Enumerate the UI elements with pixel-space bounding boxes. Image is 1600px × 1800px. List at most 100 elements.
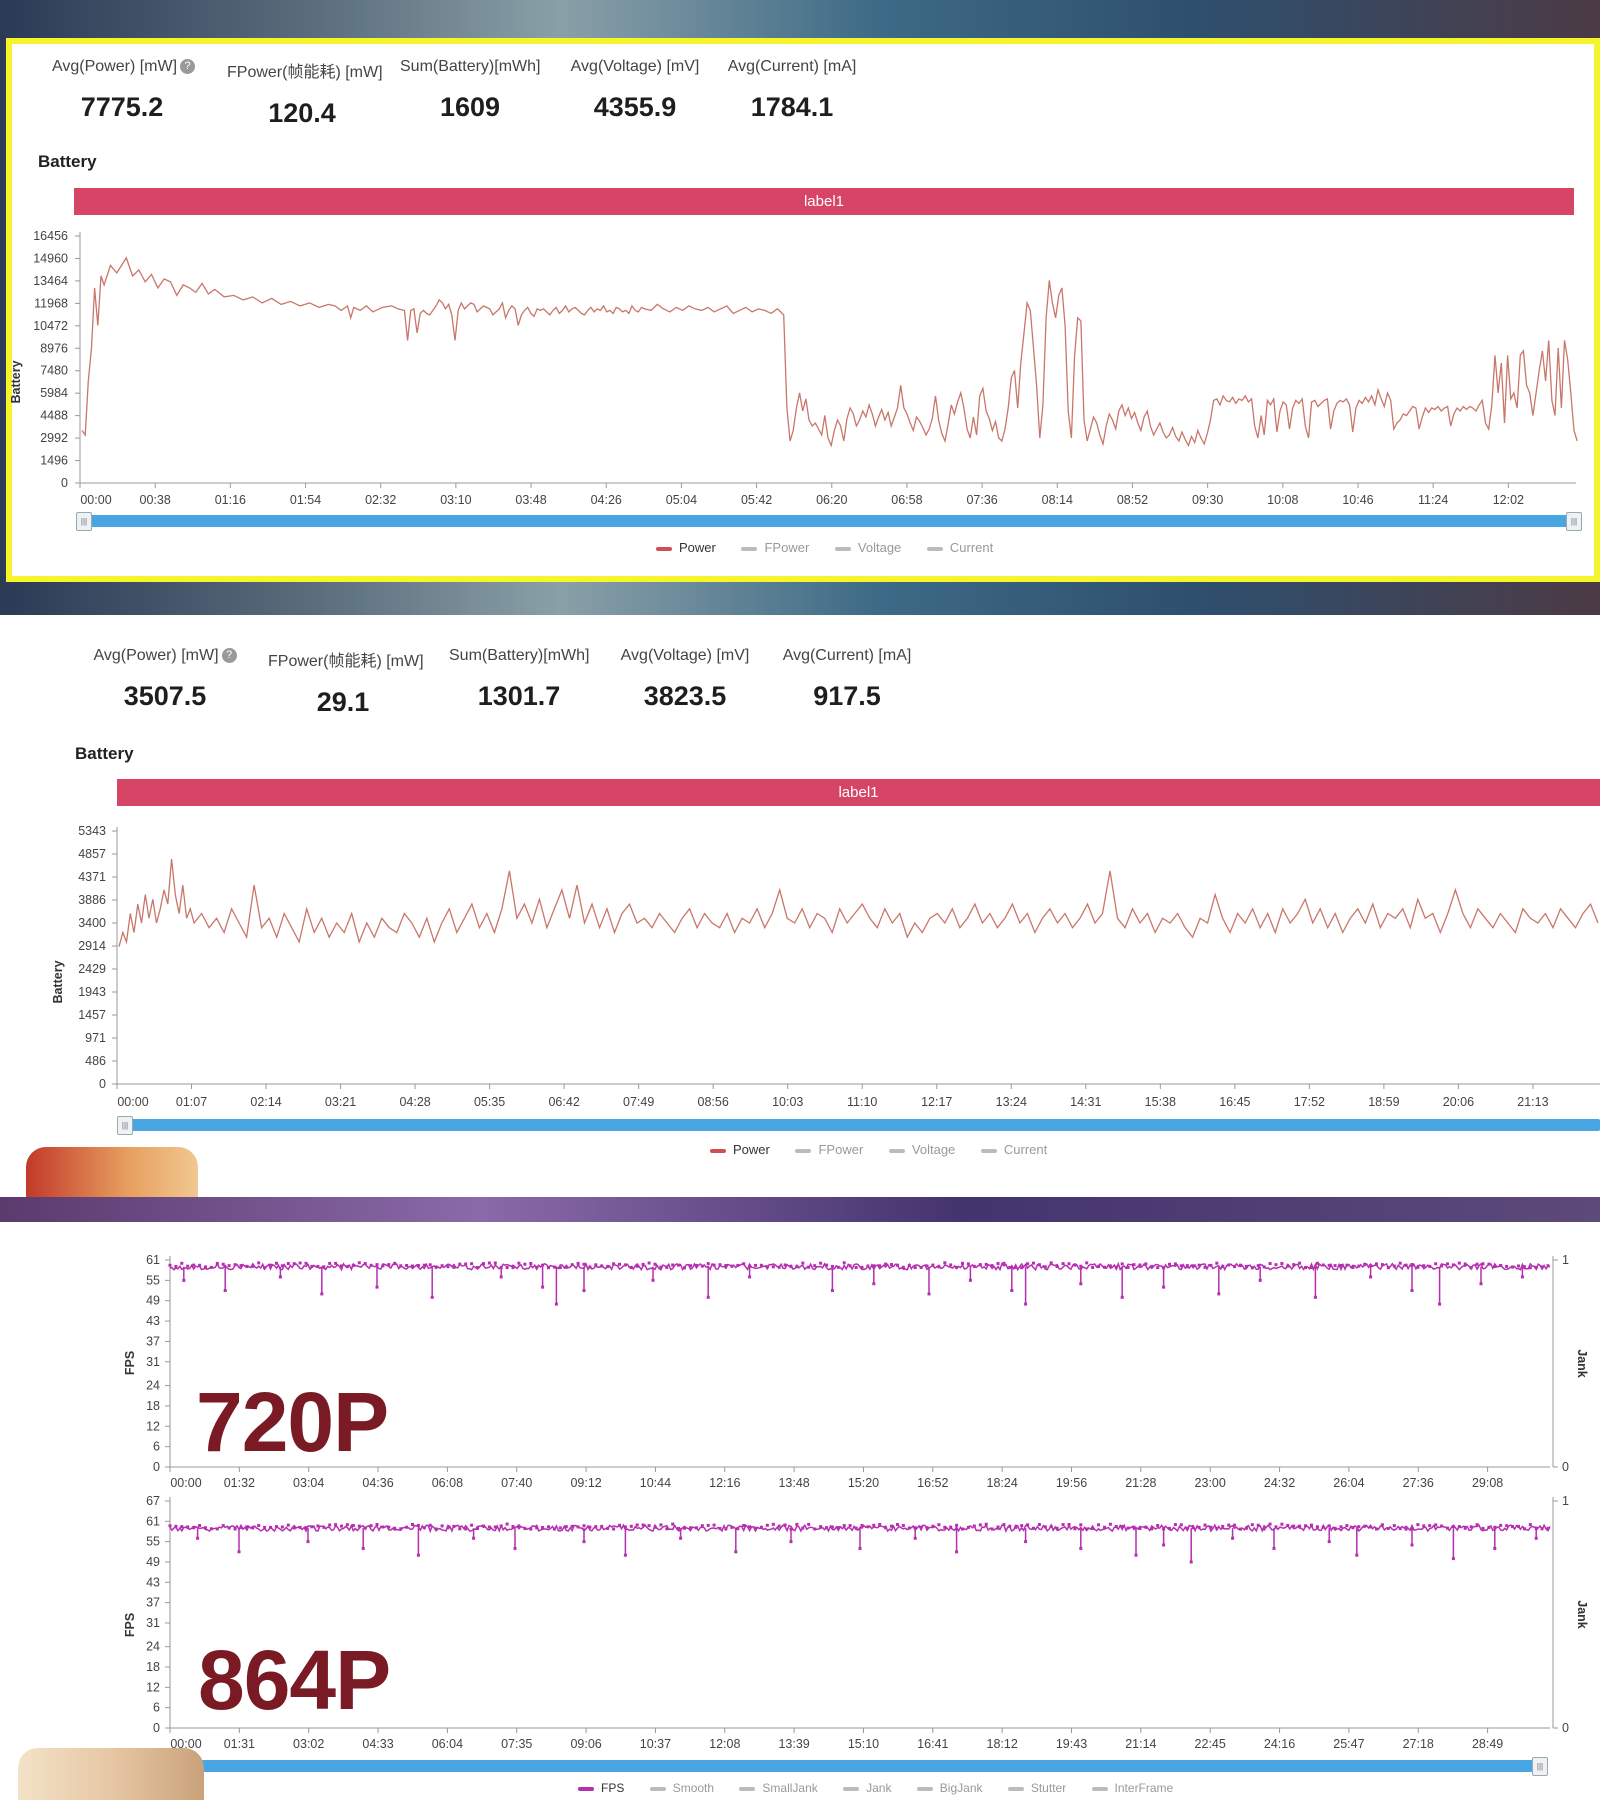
time-range-slider[interactable]: ||| ||| xyxy=(76,512,1582,531)
help-icon[interactable]: ? xyxy=(180,59,196,75)
legend-item-stutter[interactable]: Stutter xyxy=(1007,1781,1066,1795)
y-tick-label: 971 xyxy=(85,1031,106,1045)
fps-point xyxy=(1268,1522,1272,1526)
fps-point xyxy=(1138,1263,1142,1267)
slider-handle-right[interactable]: ||| xyxy=(1532,1757,1548,1776)
fps-point xyxy=(493,1261,497,1265)
slider-handle-right[interactable]: ||| xyxy=(1566,512,1582,531)
stat-label: FPower(帧能耗) [mW] xyxy=(227,64,383,81)
legend-item-power[interactable]: Power xyxy=(710,1142,770,1157)
fps-point xyxy=(606,1265,610,1269)
legend-item-smalljank[interactable]: SmallJank xyxy=(739,1781,818,1795)
fps-point xyxy=(961,1261,964,1265)
legend-item-power[interactable]: Power xyxy=(656,540,716,555)
fps-point xyxy=(1345,1524,1349,1528)
fps-point xyxy=(736,1527,740,1531)
fps-point xyxy=(1049,1525,1053,1529)
fps-point xyxy=(470,1523,474,1527)
legend-item-bigjank[interactable]: BigJank xyxy=(916,1781,983,1795)
fps-point xyxy=(482,1262,485,1266)
fps-point xyxy=(363,1262,367,1265)
fps-point xyxy=(890,1263,893,1266)
fps-point xyxy=(263,1525,267,1529)
fps-dip-point xyxy=(1410,1543,1414,1547)
stat-label: FPower(帧能耗) [mW] xyxy=(268,653,424,670)
fps-point xyxy=(1345,1263,1349,1267)
fps-dip-point xyxy=(789,1540,793,1544)
fps-point xyxy=(564,1525,568,1529)
fps-point xyxy=(1097,1265,1100,1269)
y-tick-label: 6 xyxy=(153,1440,160,1454)
fps-point xyxy=(523,1262,527,1266)
fps-point xyxy=(1310,1266,1313,1269)
legend-item-voltage[interactable]: Voltage xyxy=(834,540,901,555)
fps-point xyxy=(706,1523,710,1527)
fps-panel: 720P 864P ||| FPS Smooth SmallJank Jank … xyxy=(0,1222,1600,1800)
y-axis-title: Battery xyxy=(9,360,23,403)
slider-handle-left[interactable]: ||| xyxy=(117,1116,133,1135)
fps-point xyxy=(1103,1525,1106,1529)
label-bar[interactable]: label1 xyxy=(74,188,1574,215)
fps-point xyxy=(1061,1523,1065,1527)
fps-point xyxy=(1274,1525,1278,1529)
fps-point xyxy=(1227,1263,1231,1267)
y-tick-label: 4488 xyxy=(40,409,68,423)
fps-point xyxy=(1469,1525,1473,1529)
fps-point xyxy=(1227,1523,1231,1527)
fps-dip-point xyxy=(1079,1282,1083,1286)
fps-point xyxy=(298,1261,302,1265)
y-tick-label: 7480 xyxy=(40,364,68,378)
fps-point xyxy=(671,1522,675,1526)
fps-point xyxy=(1037,1263,1041,1267)
x-tick-label: 15:10 xyxy=(848,1737,879,1751)
fps-point xyxy=(1197,1525,1201,1529)
time-range-slider[interactable]: ||| xyxy=(188,1757,1548,1776)
fps-point xyxy=(925,1264,929,1268)
fps-point xyxy=(1457,1525,1461,1529)
time-range-slider[interactable]: ||| xyxy=(117,1116,1600,1135)
fps-point xyxy=(937,1523,941,1527)
y-tick-label: 11968 xyxy=(34,296,68,310)
legend-item-voltage[interactable]: Voltage xyxy=(888,1142,955,1157)
legend-item-jank[interactable]: Jank xyxy=(843,1781,891,1795)
fps-point xyxy=(801,1526,805,1530)
legend-item-fps[interactable]: FPS xyxy=(578,1781,624,1795)
x-tick-label: 03:02 xyxy=(293,1737,324,1751)
fps-point xyxy=(1274,1263,1278,1267)
fps-point xyxy=(990,1527,994,1531)
fps-point xyxy=(541,1526,545,1529)
fps-point xyxy=(1126,1526,1130,1530)
legend-item-fpower[interactable]: FPower xyxy=(741,540,809,555)
fps-point xyxy=(476,1266,479,1269)
fps-point xyxy=(1386,1266,1390,1270)
fps-point xyxy=(1262,1527,1266,1531)
fps-point xyxy=(819,1261,823,1265)
legend-item-current[interactable]: Current xyxy=(980,1142,1047,1157)
fps-point xyxy=(1528,1523,1532,1527)
label-bar[interactable]: label1 xyxy=(117,779,1600,806)
x-tick-label: 15:20 xyxy=(848,1476,879,1490)
fps-point xyxy=(730,1525,734,1529)
legend-item-current[interactable]: Current xyxy=(926,540,993,555)
help-icon[interactable]: ? xyxy=(221,648,237,664)
y-tick-label: 43 xyxy=(146,1575,160,1589)
legend-item-fpower[interactable]: FPower xyxy=(795,1142,863,1157)
fps-point xyxy=(848,1264,852,1268)
fps-point xyxy=(269,1526,272,1529)
x-tick-label: 03:10 xyxy=(440,493,471,507)
fps-dip-point xyxy=(513,1546,517,1550)
x-tick-label: 01:54 xyxy=(290,493,321,507)
fps-point xyxy=(1150,1527,1154,1531)
fps-point xyxy=(547,1525,550,1529)
fps-point xyxy=(925,1526,929,1530)
legend-item-interframe[interactable]: InterFrame xyxy=(1091,1781,1173,1795)
slider-handle-left[interactable]: ||| xyxy=(76,512,92,531)
stat-label: Avg(Voltage) [mV] xyxy=(620,647,750,664)
legend-item-smooth[interactable]: Smooth xyxy=(649,1781,714,1795)
fps-point xyxy=(966,1525,970,1529)
fps-point xyxy=(263,1266,267,1270)
x-tick-label: 10:37 xyxy=(640,1737,671,1751)
fps-point xyxy=(1221,1524,1225,1528)
x-tick-label: 15:38 xyxy=(1145,1095,1176,1109)
fps-point xyxy=(180,1261,184,1265)
